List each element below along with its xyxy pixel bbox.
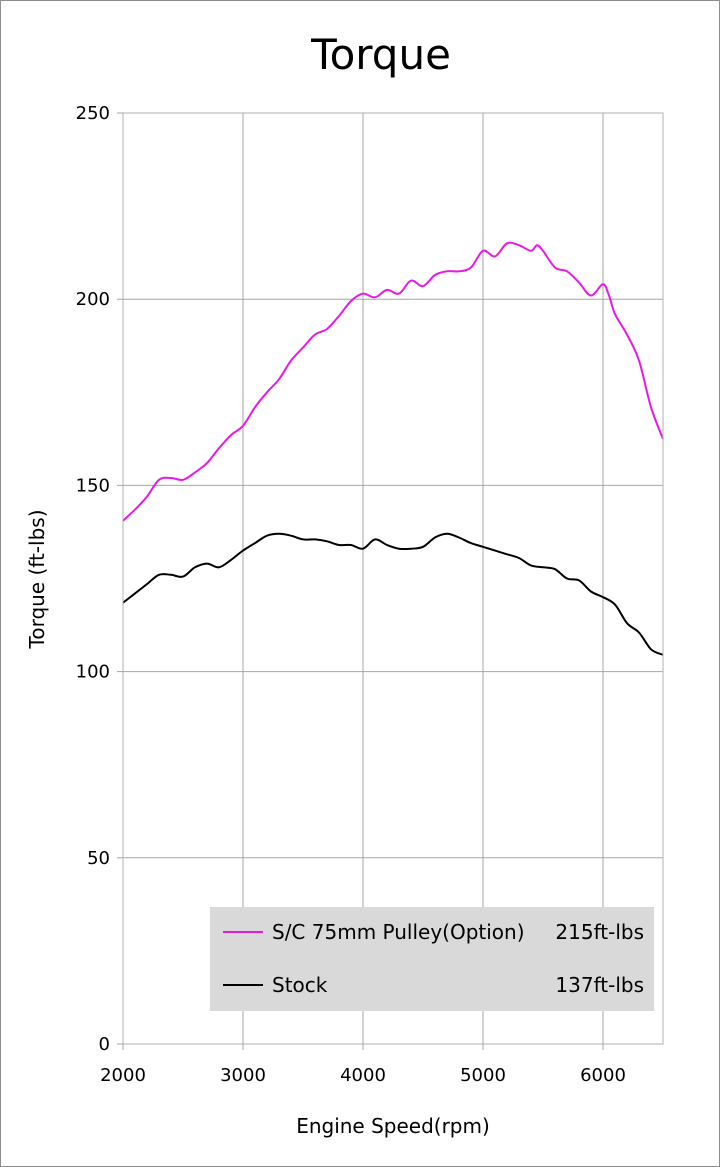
y-tick-label: 200 — [76, 289, 110, 310]
legend-label-stock: Stock — [272, 973, 328, 997]
y-tick-label: 250 — [76, 103, 110, 124]
legend-label-sc-pulley: S/C 75mm Pulley(Option) — [272, 920, 525, 944]
x-tick-label: 3000 — [220, 1065, 266, 1086]
y-axis-label: Torque (ft-lbs) — [25, 510, 49, 650]
x-tick-labels: 2000 3000 4000 5000 6000 — [100, 1065, 626, 1086]
legend-background — [210, 907, 654, 1011]
x-tick-label: 4000 — [340, 1065, 386, 1086]
grid-lines — [117, 112, 663, 1050]
x-axis-label: Engine Speed(rpm) — [296, 1114, 490, 1138]
x-tick-label: 2000 — [100, 1065, 146, 1086]
y-tick-label: 0 — [99, 1034, 110, 1055]
legend-value-sc-pulley: 215ft-lbs — [555, 920, 644, 944]
legend-value-stock: 137ft-lbs — [555, 973, 644, 997]
series-lines — [122, 241, 664, 656]
chart-title: Torque — [310, 30, 451, 79]
x-tick-label: 5000 — [460, 1065, 506, 1086]
y-tick-label: 50 — [87, 848, 110, 869]
y-tick-labels: 0 50 100 150 200 250 — [76, 103, 110, 1055]
legend: S/C 75mm Pulley(Option) 215ft-lbs Stock … — [210, 907, 654, 1011]
series-line-sc-pulley — [122, 241, 664, 522]
plot-area-border — [122, 112, 664, 1045]
y-tick-label: 150 — [76, 475, 110, 496]
x-tick-label: 6000 — [580, 1065, 626, 1086]
y-tick-label: 100 — [76, 662, 110, 683]
series-line-stock — [122, 532, 664, 656]
